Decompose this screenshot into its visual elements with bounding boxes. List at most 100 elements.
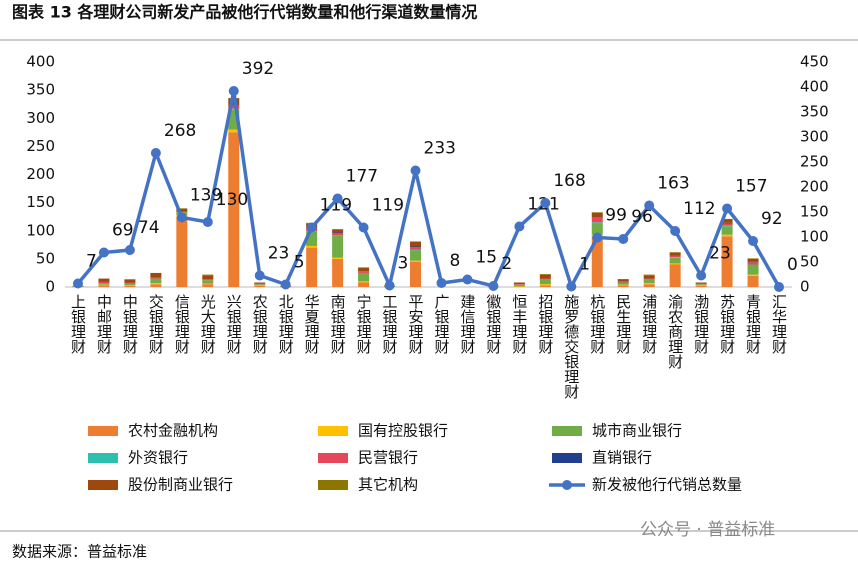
bar-segment xyxy=(410,247,422,250)
bar-segment xyxy=(228,132,240,287)
bar-segment xyxy=(124,279,136,283)
bar-segment xyxy=(591,212,603,213)
bar-segment xyxy=(591,217,603,223)
bar-segment xyxy=(747,262,759,265)
bar-segment xyxy=(202,274,214,276)
line-marker xyxy=(696,270,707,281)
x-tick-label: 华夏理财 xyxy=(303,294,321,355)
y-tick-label: 400 xyxy=(26,53,55,71)
legend-label: 新发被他行代销总数量 xyxy=(592,476,742,494)
bar-segment xyxy=(643,284,655,287)
bar-segment xyxy=(721,222,733,224)
data-label: 23 xyxy=(268,244,290,264)
bar-segment xyxy=(669,252,681,256)
bar-segment xyxy=(669,257,681,258)
bar-segment xyxy=(410,250,422,261)
bar-segment xyxy=(721,234,733,237)
line-marker xyxy=(358,222,369,233)
line-marker xyxy=(124,245,135,255)
y2-tick-label: 50 xyxy=(800,253,819,271)
line-marker xyxy=(98,247,109,258)
bar-segment xyxy=(721,218,733,220)
bar-segment xyxy=(98,285,110,287)
legend-label: 城市商业银行 xyxy=(592,422,682,440)
bar-segment xyxy=(358,267,370,272)
data-label: 7 xyxy=(86,252,97,272)
y2-tick-label: 400 xyxy=(800,78,829,96)
data-label: 1 xyxy=(579,255,590,275)
bar-segment xyxy=(306,245,318,248)
data-label: 119 xyxy=(372,196,404,216)
line-marker xyxy=(488,281,499,291)
bar-segment xyxy=(721,223,733,226)
x-tick-label: 渤银理财 xyxy=(692,294,710,355)
bar-segment xyxy=(747,261,759,263)
bar-segment xyxy=(150,272,162,278)
y-tick-label: 250 xyxy=(26,137,55,155)
bar-segment xyxy=(591,223,603,235)
bar-segment xyxy=(254,284,266,286)
y2-tick-label: 250 xyxy=(800,153,829,171)
x-tick-label: 青银理财 xyxy=(744,294,762,355)
bar-segment xyxy=(721,226,733,235)
legend-label: 民营银行 xyxy=(358,449,418,467)
legend-label: 直销银行 xyxy=(592,449,652,467)
bar-segment xyxy=(410,260,422,262)
bar-segment xyxy=(306,231,318,246)
bar-segment xyxy=(410,249,422,251)
data-label: 163 xyxy=(657,174,689,194)
legend-swatch xyxy=(318,480,348,490)
bar-segment xyxy=(358,282,370,287)
y2-tick-label: 100 xyxy=(800,228,829,246)
bar-segment xyxy=(643,279,655,284)
bar-segment xyxy=(643,278,655,280)
line-marker xyxy=(176,212,187,223)
bar-segment xyxy=(410,246,422,248)
watermark: 公众号 · 普益标准 xyxy=(640,520,775,540)
bar-segment xyxy=(539,284,551,286)
bar-segment xyxy=(358,272,370,282)
line-marker xyxy=(280,279,291,290)
x-tick-label: 工银理财 xyxy=(381,294,399,355)
x-tick-label: 中邮理财 xyxy=(95,294,113,355)
line-marker xyxy=(332,193,343,204)
line-marker xyxy=(748,236,759,246)
data-label: 119 xyxy=(320,196,352,216)
bar-segment xyxy=(617,279,629,282)
bar-segment xyxy=(202,283,214,285)
bar-segment xyxy=(747,274,759,276)
chart-title: 图表 13 各理财公司新发产品被他行代销数量和他行渠道数量情况 xyxy=(12,3,477,22)
bar-segment xyxy=(539,285,551,287)
x-tick-label: 中银理财 xyxy=(121,294,139,355)
x-tick-label: 平安理财 xyxy=(407,294,425,355)
line-marker xyxy=(254,270,265,281)
x-tick-label: 渝农商理财 xyxy=(666,294,684,370)
bar-segment xyxy=(176,208,188,209)
bar-segment xyxy=(124,279,136,280)
line-marker xyxy=(410,165,421,176)
y-tick-label: 200 xyxy=(26,165,55,183)
data-label: 8 xyxy=(449,251,460,271)
bar-segment xyxy=(695,285,707,286)
y-tick-label: 50 xyxy=(36,249,55,267)
bar-segment xyxy=(539,279,551,285)
legend-label: 国有控股银行 xyxy=(358,422,448,440)
bar-segment xyxy=(228,105,240,109)
bar-segment xyxy=(332,232,344,233)
source: 数据来源：普益标准 xyxy=(12,543,147,561)
bar-segment xyxy=(124,283,136,286)
line-marker xyxy=(566,281,577,292)
bar-segment xyxy=(254,282,266,284)
legend-swatch xyxy=(552,453,582,463)
y2-tick-label: 150 xyxy=(800,203,829,221)
data-label: 392 xyxy=(242,59,274,79)
data-label: 2 xyxy=(501,254,512,274)
data-label: 168 xyxy=(553,171,585,191)
data-label: 15 xyxy=(475,248,497,268)
data-label: 233 xyxy=(424,139,456,159)
bar-segment xyxy=(669,257,681,264)
bar-segment xyxy=(695,282,707,284)
legend-label: 股份制商业银行 xyxy=(128,476,233,494)
y2-tick-label: 350 xyxy=(800,103,829,121)
legend-marker xyxy=(562,480,572,490)
